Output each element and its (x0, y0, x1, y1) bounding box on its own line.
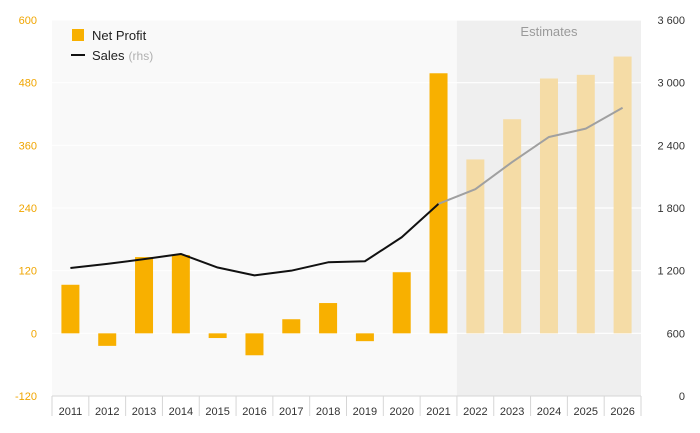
legend-net-profit-label: Net Profit (92, 28, 147, 43)
net-profit-bar-2019 (355, 333, 374, 342)
x-tick-label: 2016 (242, 406, 266, 418)
x-tick-label: 2011 (59, 406, 83, 418)
x-tick-label: 2014 (169, 406, 193, 418)
net-profit-bar-2024 (539, 78, 558, 334)
net-profit-bar-2023 (503, 119, 522, 334)
right-axis-ticks: 0 600 1 200 1 800 2 400 3 000 3 600 (657, 15, 685, 403)
left-tick-label: 600 (19, 15, 37, 27)
left-tick-label: 480 (19, 78, 37, 90)
x-tick-label: 2013 (132, 406, 156, 418)
right-tick-label: 3 600 (657, 15, 685, 27)
x-tick-label: 2020 (389, 406, 413, 418)
right-tick-label: 1 800 (657, 203, 685, 215)
legend: Net Profit Sales (rhs) (71, 28, 153, 63)
net-profit-bar-2020 (392, 272, 411, 334)
net-profit-bar-2012 (98, 333, 117, 346)
net-profit-bar-2016 (245, 333, 264, 356)
net-profit-bar-2014 (171, 255, 190, 334)
net-profit-bar-2018 (319, 303, 338, 334)
net-profit-bar-2025 (576, 74, 595, 334)
x-tick-label: 2012 (95, 406, 119, 418)
legend-sales-note: (rhs) (129, 49, 154, 63)
sales-line (70, 106, 624, 277)
right-tick-label: 2 400 (657, 140, 685, 152)
left-tick-label: -120 (15, 391, 37, 403)
x-tick-label: 2026 (610, 406, 634, 418)
x-tick-label: 2023 (500, 406, 524, 418)
left-tick-label: 240 (19, 203, 37, 215)
x-tick-label: 2022 (463, 406, 487, 418)
right-tick-label: 3 000 (657, 78, 685, 90)
x-tick-label: 2019 (353, 406, 377, 418)
right-tick-label: 600 (667, 328, 685, 340)
right-tick-label: 1 200 (657, 266, 685, 278)
estimates-label: Estimates (520, 24, 578, 39)
net-profit-bar-2015 (208, 333, 227, 339)
net-profit-bar-2017 (282, 319, 301, 334)
x-tick-label: 2018 (316, 406, 340, 418)
legend-sales-label: Sales (rhs) (92, 48, 153, 63)
legend-sales-name: Sales (92, 48, 125, 63)
sales-line-estimate (438, 106, 624, 205)
x-tick-label: 2017 (279, 406, 303, 418)
x-tick-label: 2024 (537, 406, 561, 418)
left-tick-label: 120 (19, 266, 37, 278)
x-tick-label: 2025 (574, 406, 598, 418)
net-profit-bar-2013 (135, 257, 154, 334)
left-tick-label: 0 (31, 328, 37, 340)
net-profit-bar-2026 (613, 56, 632, 334)
legend-net-profit-swatch (72, 29, 84, 41)
left-tick-label: 360 (19, 140, 37, 152)
x-tick-label: 2015 (205, 406, 229, 418)
net-profit-bar-2011 (61, 284, 80, 334)
right-tick-label: 0 (679, 391, 685, 403)
net-profit-bar-2022 (466, 159, 485, 334)
left-axis-ticks: -120 0 120 240 360 480 600 (15, 15, 37, 403)
x-axis: 2011 2012 2013 2014 2015 2016 2017 2018 2019 2020… (51, 395, 642, 418)
x-tick-label: 2021 (426, 406, 450, 418)
sales-line-actual (70, 203, 440, 277)
